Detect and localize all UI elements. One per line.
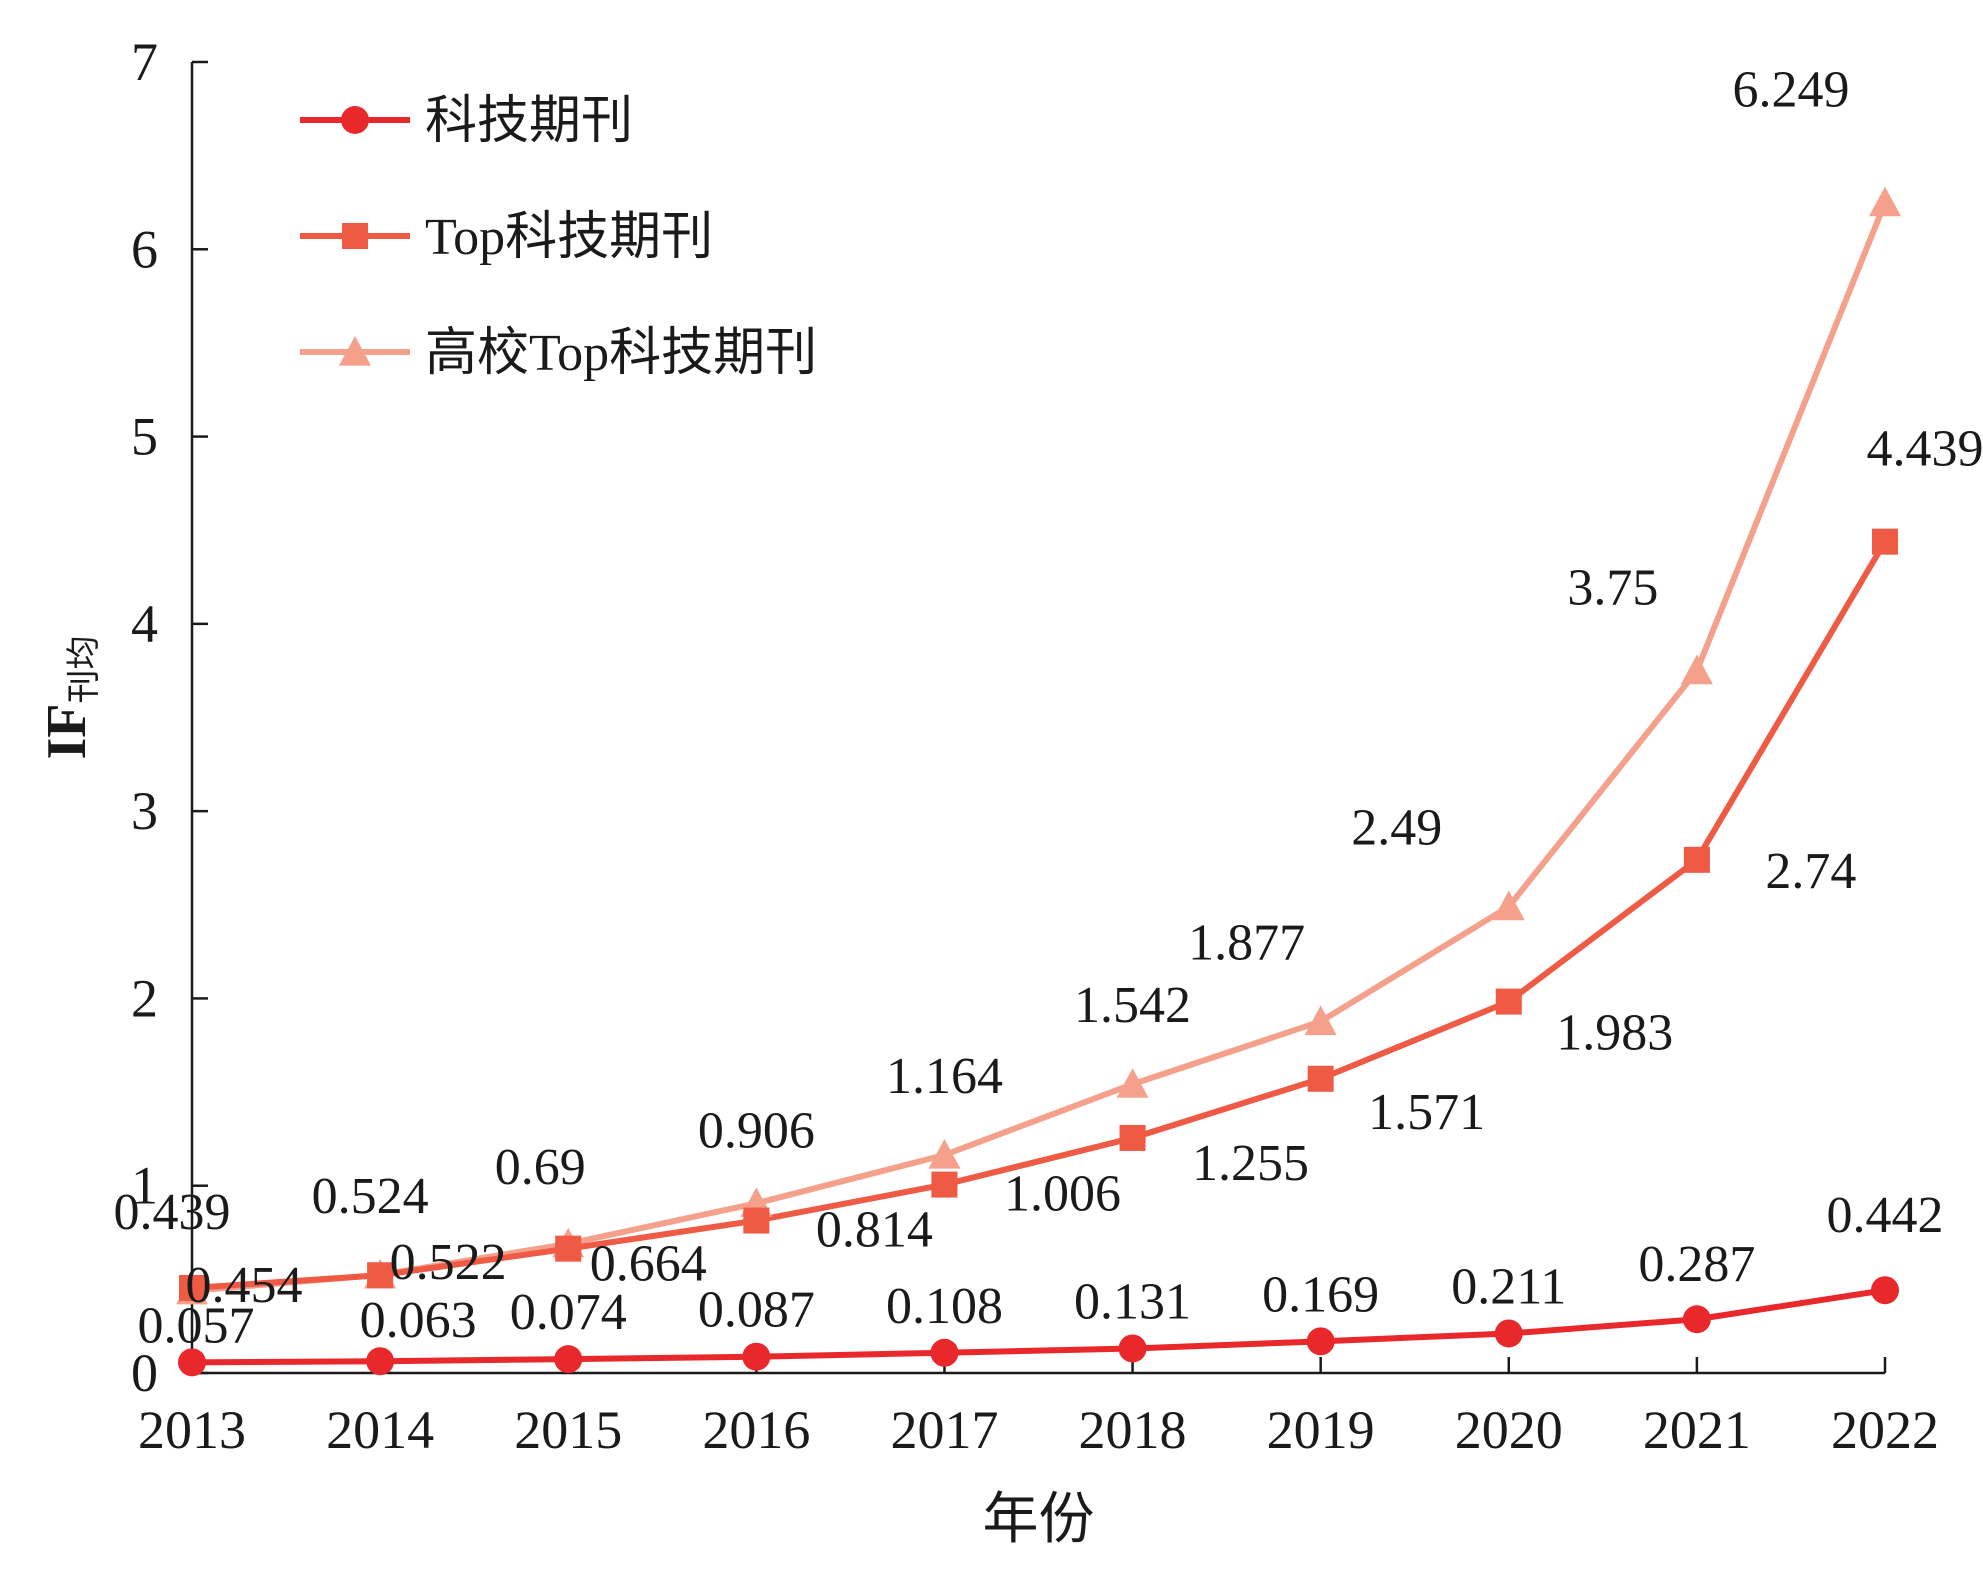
data-label: 0.087 (698, 1282, 815, 1339)
x-tick-label: 2021 (1643, 1400, 1751, 1460)
y-tick-label: 4 (131, 594, 158, 654)
x-tick-label: 2013 (138, 1400, 246, 1460)
y-tick-label: 0 (131, 1343, 158, 1403)
y-axis-title: IF刊均 (36, 636, 103, 760)
x-tick-label: 2019 (1267, 1400, 1375, 1460)
series-line-square (191, 540, 1888, 1291)
x-tick-label: 2016 (702, 1400, 810, 1460)
data-label: 0.69 (495, 1139, 586, 1196)
series-lines (191, 201, 1888, 1366)
data-label: 2.74 (1765, 843, 1856, 900)
series-line-circle (191, 1287, 1886, 1366)
data-point-square (555, 1235, 582, 1262)
data-point-square (743, 1207, 770, 1234)
data-label: 0.906 (698, 1102, 815, 1159)
x-tick-label: 2022 (1831, 1400, 1939, 1460)
data-point-square (931, 1171, 958, 1198)
x-tick-label: 2015 (514, 1400, 622, 1460)
data-label: 2.49 (1351, 800, 1442, 857)
data-label: 4.439 (1867, 421, 1983, 478)
data-label: 1.877 (1188, 914, 1305, 971)
data-point-triangle (1869, 186, 1901, 217)
data-point-circle (1118, 1334, 1147, 1363)
data-point-square (1119, 1124, 1146, 1151)
data-label: 0.108 (886, 1278, 1003, 1335)
data-label: 0.814 (816, 1202, 933, 1259)
data-label: 1.255 (1192, 1135, 1309, 1192)
data-label: 0.524 (312, 1168, 429, 1225)
data-label: 1.542 (1074, 977, 1191, 1034)
x-axis-title: 年份 (983, 1489, 1095, 1551)
x-tick-label: 2014 (326, 1400, 434, 1460)
data-point-square (1307, 1065, 1334, 1092)
data-labels: 0.057 0.063 0.074 0.087 0.108 0.131 0.169 0.211… (114, 62, 1983, 1355)
legend-label: 高校Top科技期刊 (425, 325, 817, 382)
y-tick-label: 6 (131, 219, 158, 279)
data-point-square (1872, 528, 1898, 555)
y-tick-label: 5 (131, 407, 158, 467)
data-point-circle (930, 1338, 959, 1367)
data-point-square (1495, 988, 1522, 1015)
data-point-triangle (1680, 654, 1713, 685)
data-point-circle (742, 1342, 771, 1371)
data-label: 3.75 (1567, 560, 1658, 617)
legend-marker-triangle (339, 336, 371, 366)
data-label: 0.074 (510, 1284, 627, 1341)
data-label: 0.439 (114, 1184, 231, 1241)
data-point-triangle (1304, 1005, 1337, 1036)
data-point-triangle (1492, 890, 1525, 921)
data-label: 0.169 (1262, 1266, 1379, 1323)
data-label: 6.249 (1733, 62, 1850, 119)
data-point-square (179, 1274, 205, 1301)
y-axis-title-subscript: 刊均 (65, 636, 103, 704)
legend-label: 科技期刊 (425, 93, 633, 150)
data-point-circle (554, 1345, 583, 1374)
data-label: 1.006 (1004, 1166, 1121, 1223)
data-point-circle (366, 1347, 395, 1376)
axes: 0 1 2 3 4 5 6 7 2013 2014 2015 2016 2017 2018 2019 2020… (131, 32, 1939, 1460)
data-point-square (367, 1262, 394, 1289)
data-point-triangle (1116, 1068, 1149, 1098)
legend-marker-circle (341, 106, 369, 134)
data-label: 1.571 (1368, 1084, 1485, 1141)
data-point-circle (1871, 1276, 1899, 1305)
data-point-triangle (928, 1138, 961, 1169)
y-tick-label: 1 (131, 1156, 158, 1216)
data-label: 0.442 (1827, 1187, 1944, 1244)
data-label: 0.057 (138, 1297, 255, 1354)
data-label: 0.287 (1638, 1236, 1755, 1293)
series-markers (176, 186, 1901, 1377)
data-label: 0.211 (1451, 1258, 1566, 1315)
data-label: 0.131 (1074, 1273, 1191, 1330)
data-point-square (1683, 846, 1710, 873)
y-tick-label: 2 (131, 968, 158, 1028)
data-point-circle (1306, 1327, 1335, 1356)
x-tick-label: 2020 (1455, 1400, 1563, 1460)
data-label: 1.164 (886, 1048, 1003, 1105)
data-label: 0.454 (186, 1257, 303, 1314)
x-tick-label: 2018 (1079, 1400, 1187, 1460)
data-label: 0.522 (390, 1234, 507, 1291)
data-point-circle (1494, 1319, 1523, 1348)
y-axis-title-main: IF (36, 704, 98, 760)
legend-marker-square (342, 223, 368, 249)
data-point-circle (1682, 1305, 1711, 1334)
data-label: 0.664 (590, 1236, 707, 1293)
y-tick-label: 3 (131, 781, 158, 841)
data-label: 0.063 (360, 1292, 477, 1349)
data-label: 1.983 (1556, 1005, 1673, 1062)
x-tick-label: 2017 (890, 1400, 998, 1460)
y-tick-label: 7 (131, 32, 158, 92)
legend-label: Top科技期刊 (425, 209, 713, 266)
data-point-circle (178, 1348, 206, 1377)
